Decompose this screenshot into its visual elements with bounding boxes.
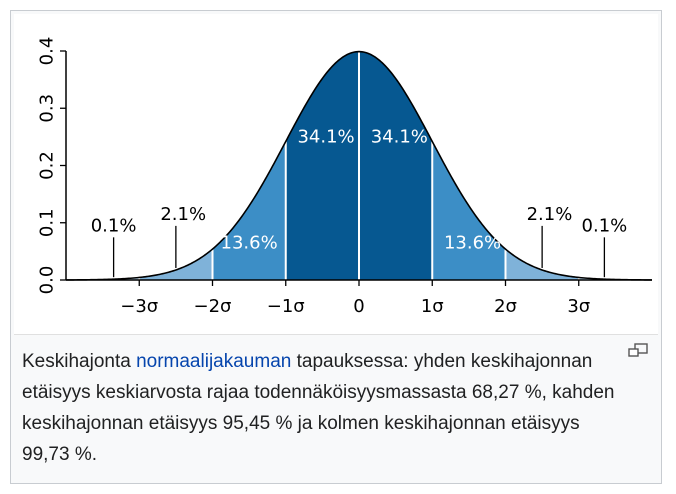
y-tick-label-4: 0.4 <box>36 37 57 66</box>
figure-caption: Keskihajonta normaalijakauman tapauksess… <box>22 346 622 470</box>
y-tick-label-3: 0.3 <box>36 94 57 123</box>
sigma-dividers <box>138 51 580 280</box>
region-4 <box>359 51 433 280</box>
axes: −3σ −2σ −1σ 0 1σ 2σ 3σ 0.0 0.1 0.2 0.3 0.4 <box>36 37 652 317</box>
x-tick-label-5: 2σ <box>494 296 517 317</box>
density-curve <box>66 50 652 281</box>
x-tick-label-2: −1σ <box>267 296 305 317</box>
region-label-7: 0.1% <box>582 215 628 236</box>
x-tick-label-4: 1σ <box>421 296 444 317</box>
normaalijakauma-link[interactable]: normaalijakauman <box>136 351 292 372</box>
x-tick-label-3: 0 <box>353 296 364 317</box>
region-labels: 0.1% 2.1% 13.6% 34.1% 34.1% 13.6% 2.1% 0.1% <box>91 127 628 278</box>
region-label-3: 34.1% <box>297 127 354 148</box>
region-3 <box>285 51 359 280</box>
region-6 <box>505 249 579 280</box>
chart-image[interactable]: −3σ −2σ −1σ 0 1σ 2σ 3σ 0.0 0.1 0.2 0.3 0.4 0.1% 2.1%… <box>14 14 658 335</box>
region-label-2: 13.6% <box>221 233 278 254</box>
y-tick-label-1: 0.1 <box>36 208 57 237</box>
enlarge-icon-graphic <box>628 343 648 357</box>
region-label-4: 34.1% <box>371 127 428 148</box>
x-tick-label-0: −3σ <box>120 296 158 317</box>
region-label-0: 0.1% <box>91 215 137 236</box>
region-label-5: 13.6% <box>444 233 501 254</box>
caption-text-start: Keskihajonta <box>22 351 137 372</box>
region-label-1: 2.1% <box>160 204 206 225</box>
region-1 <box>139 249 213 280</box>
normal-distribution-chart: −3σ −2σ −1σ 0 1σ 2σ 3σ 0.0 0.1 0.2 0.3 0.4 0.1% 2.1%… <box>36 37 652 317</box>
region-label-6: 2.1% <box>527 204 573 225</box>
y-tick-label-2: 0.2 <box>36 151 57 180</box>
x-tick-label-1: −2σ <box>194 296 232 317</box>
enlarge-icon[interactable] <box>627 343 649 359</box>
x-tick-label-6: 3σ <box>567 296 590 317</box>
caption-text-end: tapauksessa: yhden keskihajonnan etäisyy… <box>22 351 615 465</box>
y-tick-label-0: 0.0 <box>36 266 57 295</box>
